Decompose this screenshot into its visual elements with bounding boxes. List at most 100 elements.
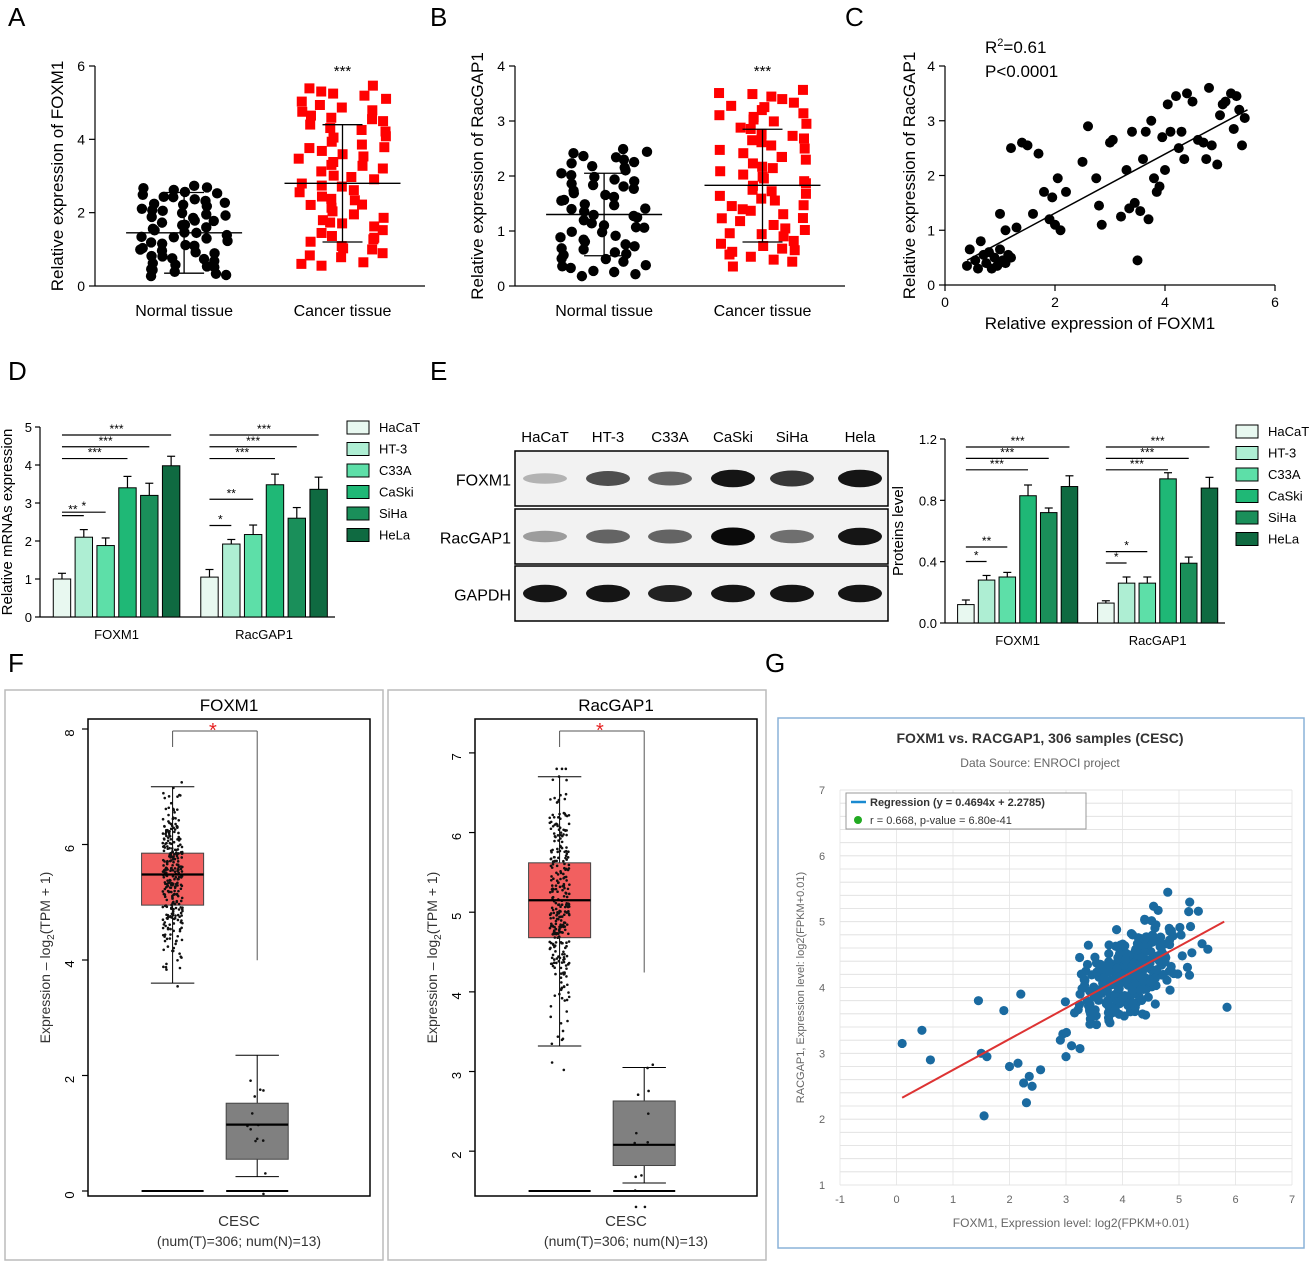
sample-point [162,948,166,952]
panel-letter-d: D [8,356,27,386]
sample-point [180,852,184,855]
data-point [1112,925,1122,935]
y-tick-label: 3 [819,1048,825,1060]
sample-point [565,941,568,945]
legend-swatch [1235,446,1259,460]
sample-point [164,965,168,969]
sample-point [177,839,181,842]
data-point [800,188,811,199]
y-tick-label: 3 [25,496,32,511]
sample-point [565,879,568,882]
sample-point [549,962,553,966]
data-point [608,191,620,203]
data-point [1140,126,1151,137]
data-point [756,137,767,148]
data-point [348,185,359,196]
sample-point [566,887,570,891]
x-category-label: RacGAP1 [1129,633,1187,648]
sample-point [567,822,571,826]
sample-point [164,807,168,811]
sample-point [550,850,553,854]
sample-point [559,905,562,908]
y-tick-label: 8 [62,729,77,736]
data-point [1127,985,1137,995]
legend-swatch [346,442,370,456]
data-point [1066,1041,1077,1051]
sample-point [560,840,564,844]
sample-point [168,821,171,825]
sample-point [554,927,558,931]
data-point [589,171,600,183]
bar [957,604,975,624]
sample-point [180,926,183,930]
data-point [767,163,778,174]
blot-row-label: RacGAP1 [440,531,511,548]
protein-band [586,471,630,486]
data-point [587,179,599,191]
data-point [1075,989,1085,999]
data-point [555,232,566,243]
data-point [1013,1058,1023,1068]
data-point [1182,962,1193,972]
sample-point [567,813,571,817]
x-tick-label: -1 [835,1194,845,1206]
significance-label: *** [1000,445,1014,459]
data-point [586,161,598,172]
data-point [367,80,378,91]
data-point [180,239,191,251]
data-point [1237,140,1247,151]
sample-point [646,1066,649,1070]
data-point [756,128,767,139]
sample-point [549,878,553,882]
data-point [1085,1019,1095,1029]
data-point [714,144,725,155]
sample-point [552,911,556,915]
data-point [1135,206,1146,217]
sample-point [563,928,567,932]
significance-label: * [81,499,86,513]
y-axis-label-suffix: (TPM + 1) [37,872,53,935]
data-point [1052,173,1063,184]
data-point [1206,140,1217,151]
data-point [738,169,749,180]
data-point [1061,186,1071,197]
bar [200,576,219,618]
sample-point [553,859,557,863]
data-point [558,194,570,206]
data-point [1119,1011,1129,1021]
sample-point [556,890,559,894]
data-point [973,996,984,1006]
sample-point [562,872,565,876]
sample-point [552,961,556,964]
sample-point [560,961,564,964]
sample-point [163,933,167,936]
data-point [305,199,316,210]
y-axis-label: RACGAP1, Expression level: log2(FPKM+0.0… [795,872,807,1103]
sample-point [163,939,167,943]
sample-point [164,871,168,875]
sample-point [553,994,557,997]
data-point [1231,91,1242,102]
data-point [1176,930,1186,940]
sample-point [559,870,562,873]
legend-label: HT-3 [1268,446,1296,461]
sample-point [549,798,552,801]
panel-frame [4,689,384,1261]
sample-point [564,946,567,950]
data-point [358,257,369,268]
significance-label: *** [235,446,249,460]
sample-point [180,781,184,784]
data-point [766,91,777,102]
protein-band [648,471,692,486]
data-point [356,124,367,135]
data-point [1076,969,1086,979]
data-point [1204,82,1214,93]
data-point [380,126,391,137]
sample-point [548,816,552,820]
data-point [1114,949,1125,959]
sample-point [176,868,180,871]
sample-point [553,823,557,826]
data-point [367,105,378,116]
data-point [640,260,652,271]
